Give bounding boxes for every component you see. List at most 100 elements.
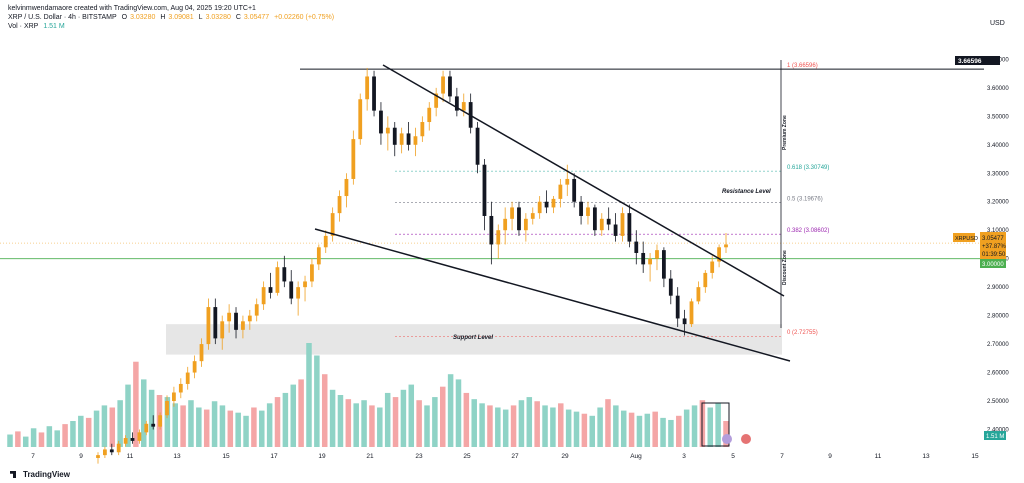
candle-body bbox=[710, 261, 715, 273]
candle-body bbox=[234, 312, 238, 330]
x-tick-label: 13 bbox=[173, 453, 181, 460]
candle-body bbox=[696, 287, 701, 302]
candle-body bbox=[496, 230, 501, 245]
candle-body bbox=[351, 139, 356, 179]
candle-body bbox=[461, 102, 466, 111]
volume-bar bbox=[133, 361, 139, 447]
candle-body bbox=[482, 164, 487, 216]
candle-body bbox=[675, 295, 680, 319]
candle-body bbox=[523, 218, 528, 231]
close-value: 3.05477 bbox=[243, 14, 270, 21]
fib-label: 0.5 (3.19676) bbox=[787, 197, 823, 203]
volume-bar bbox=[235, 412, 241, 447]
credit-text: kelvinmwendamaore created with TradingVi… bbox=[8, 5, 256, 12]
x-tick-label: 9 bbox=[828, 453, 832, 460]
volume-tag-bg bbox=[984, 431, 1006, 440]
high-value: 3.09081 bbox=[168, 14, 194, 21]
volume-bar bbox=[597, 407, 603, 447]
volume-bar bbox=[7, 434, 13, 447]
volume-bar bbox=[117, 400, 123, 447]
volume-bar bbox=[203, 409, 210, 447]
annotations: Resistance Level Support Level Premium Z… bbox=[453, 115, 788, 447]
candle-body bbox=[254, 304, 259, 316]
volume-bar bbox=[172, 403, 178, 447]
volume-bar bbox=[400, 389, 407, 447]
candle-body bbox=[241, 321, 245, 330]
volume-bar bbox=[581, 413, 588, 447]
volume-bar bbox=[707, 407, 714, 447]
volume-bar bbox=[274, 397, 281, 447]
selection-box bbox=[701, 402, 730, 447]
volume-bar bbox=[439, 386, 446, 447]
candles bbox=[96, 67, 728, 464]
candle-body bbox=[220, 321, 225, 339]
candle-body bbox=[275, 267, 280, 293]
volume-bar bbox=[62, 424, 68, 447]
volume-bar bbox=[723, 421, 729, 447]
candle-body bbox=[158, 415, 163, 427]
x-tick-label: 15 bbox=[222, 453, 230, 460]
candle-body bbox=[454, 96, 459, 111]
x-tick-label: 29 bbox=[561, 453, 569, 460]
candle-body bbox=[627, 213, 632, 242]
candle-body bbox=[655, 250, 659, 259]
candle-body bbox=[227, 312, 232, 322]
resistance-label: Resistance Level bbox=[722, 189, 771, 195]
volume-bar bbox=[613, 405, 619, 447]
candle-body bbox=[682, 318, 687, 325]
volume-bar bbox=[243, 415, 249, 447]
candle-body bbox=[385, 127, 390, 134]
candle-body bbox=[116, 443, 121, 453]
volume-bar bbox=[85, 417, 92, 447]
volume-bar bbox=[416, 400, 422, 447]
candle-body bbox=[537, 201, 542, 214]
volume-bar bbox=[259, 410, 265, 447]
y-tick-label: 2.90000 bbox=[987, 285, 1009, 291]
last-tag-bg bbox=[980, 232, 1006, 260]
candle-body bbox=[323, 235, 328, 248]
candle-body bbox=[282, 267, 287, 282]
volume-bar bbox=[432, 397, 438, 447]
candle-body bbox=[206, 307, 211, 345]
tradingview-logo[interactable]: TradingView bbox=[10, 470, 70, 479]
candle-body bbox=[151, 423, 156, 427]
volume-bar bbox=[188, 400, 194, 447]
volume-bar bbox=[683, 409, 690, 447]
candle-body bbox=[641, 252, 646, 265]
candle-body bbox=[165, 401, 169, 416]
candle-body bbox=[717, 247, 721, 262]
volume-bar bbox=[408, 384, 415, 447]
y-tick-label: 2.40000 bbox=[987, 427, 1009, 433]
countdown-tag: 01:39:50 bbox=[982, 252, 1006, 258]
candle-body bbox=[592, 207, 597, 231]
volume-bar bbox=[180, 405, 186, 447]
currency-label[interactable]: USD bbox=[990, 20, 1005, 27]
x-tick-label: 13 bbox=[922, 453, 930, 460]
candle-body bbox=[96, 455, 100, 458]
x-tick-label: 23 bbox=[415, 453, 423, 460]
credit-line: kelvinmwendamaore created with TradingVi… bbox=[8, 4, 259, 13]
volume-bar bbox=[93, 410, 100, 447]
x-tick-label: 7 bbox=[780, 453, 784, 460]
x-tick-label: 17 bbox=[270, 453, 278, 460]
ohlc-line: XRP / U.S. Dollar · 4h · BITSTAMP O 3.032… bbox=[8, 13, 337, 22]
candle-body bbox=[551, 198, 556, 208]
fib-levels: 1 (3.66596) 0.618 (3.30749) 0.5 (3.19676) 0… bbox=[0, 63, 984, 337]
upper-trendline bbox=[382, 64, 785, 297]
candle-body bbox=[379, 110, 383, 134]
x-tick-label: 7 bbox=[31, 453, 35, 460]
y-tick-label: 3.10000 bbox=[987, 228, 1009, 234]
symbol-text[interactable]: XRP / U.S. Dollar · 4h · BITSTAMP bbox=[8, 14, 117, 21]
volume-bar bbox=[46, 426, 53, 447]
volume-label[interactable]: Vol · XRP bbox=[8, 23, 39, 30]
premium-zone-label: Premium Zone bbox=[782, 115, 788, 150]
volume-bar bbox=[148, 389, 155, 447]
volume-bar bbox=[78, 415, 84, 447]
volume-bar bbox=[353, 403, 359, 447]
candle-body bbox=[544, 201, 549, 208]
volume-bar bbox=[495, 407, 501, 447]
low-value: 3.03280 bbox=[205, 14, 231, 21]
volume-bar bbox=[251, 407, 257, 447]
candle-body bbox=[510, 207, 514, 219]
